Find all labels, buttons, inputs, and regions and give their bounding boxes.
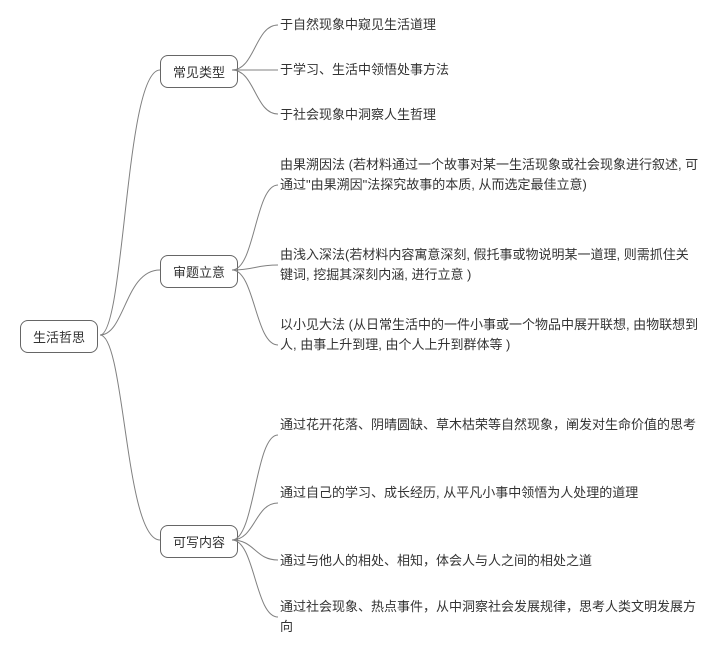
leaf-text: 通过自己的学习、成长经历, 从平凡小事中领悟为人处理的道理 — [280, 483, 638, 503]
root-node: 生活哲思 — [20, 320, 98, 353]
branch-node-approach: 审题立意 — [160, 255, 238, 288]
root-label: 生活哲思 — [33, 327, 85, 346]
leaf-text: 通过与他人的相处、相知，体会人与人之间的相处之道 — [280, 551, 592, 571]
leaf-text: 由果溯因法 (若材料通过一个故事对某一生活现象或社会现象进行叙述, 可通过"由果… — [280, 155, 700, 195]
leaf-text: 通过社会现象、热点事件，从中洞察社会发展规律，思考人类文明发展方向 — [280, 597, 700, 637]
leaf-text: 通过花开花落、阴晴圆缺、草木枯荣等自然现象，阐发对生命价值的思考 — [280, 415, 696, 435]
leaf-text: 于社会现象中洞察人生哲理 — [280, 105, 436, 125]
branch-label: 审题立意 — [173, 262, 225, 281]
leaf-text: 以小见大法 (从日常生活中的一件小事或一个物品中展开联想, 由物联想到人, 由事… — [280, 315, 700, 355]
branch-node-content: 可写内容 — [160, 525, 238, 558]
branch-label: 常见类型 — [173, 62, 225, 81]
leaf-text: 由浅入深法(若材料内容寓意深刻, 假托事或物说明某一道理, 则需抓住关键词, 挖… — [280, 245, 700, 285]
leaf-text: 于自然现象中窥见生活道理 — [280, 15, 436, 35]
leaf-text: 于学习、生活中领悟处事方法 — [280, 60, 449, 80]
branch-node-types: 常见类型 — [160, 55, 238, 88]
branch-label: 可写内容 — [173, 532, 225, 551]
